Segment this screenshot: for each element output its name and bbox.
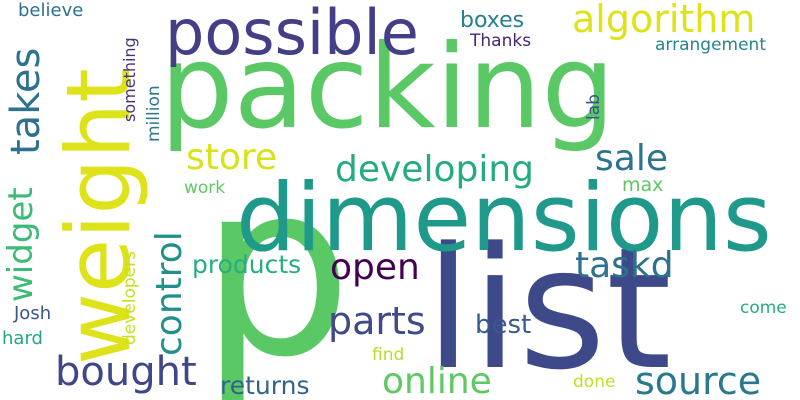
word-lab: lab (584, 94, 604, 120)
word-possible: possible (165, 0, 419, 69)
word-returns: returns (220, 371, 310, 400)
word-bought: bought (55, 349, 197, 395)
word-arrangement: arrangement (655, 35, 766, 55)
word-algorithm: algorithm (572, 0, 756, 41)
word-million: million (144, 85, 164, 142)
word-believe: believe (18, 0, 84, 21)
word-source: source (635, 359, 762, 400)
word-thanks: Thanks (470, 31, 532, 51)
word-max: max (622, 174, 664, 196)
word-control: control (149, 231, 190, 356)
word-p: p (200, 130, 353, 400)
word-find: find (372, 345, 405, 365)
word-store: store (186, 137, 278, 178)
word-sale: sale (595, 138, 668, 179)
word-come: come (740, 298, 787, 318)
word-work: work (184, 178, 226, 198)
word-online: online (382, 361, 492, 400)
word-done: done (573, 372, 616, 392)
word-takes: takes (3, 47, 49, 155)
word-best: best (475, 310, 532, 340)
word-taskd: taskd (575, 245, 674, 286)
word-open: open (330, 247, 420, 288)
word-parts: parts (328, 299, 426, 343)
word-dimensions: dimensions (236, 164, 772, 273)
word-developing: developing (335, 149, 535, 190)
word-something: something (120, 37, 139, 122)
word-boxes: boxes (460, 8, 525, 33)
word-hard: hard (2, 328, 43, 349)
word-packing: packing (160, 20, 616, 155)
word-widget: widget (1, 187, 41, 302)
word-products: products (192, 250, 302, 279)
word-josh: Josh (14, 303, 52, 324)
word-developers: developers (120, 251, 140, 345)
word-list: list (425, 211, 672, 400)
